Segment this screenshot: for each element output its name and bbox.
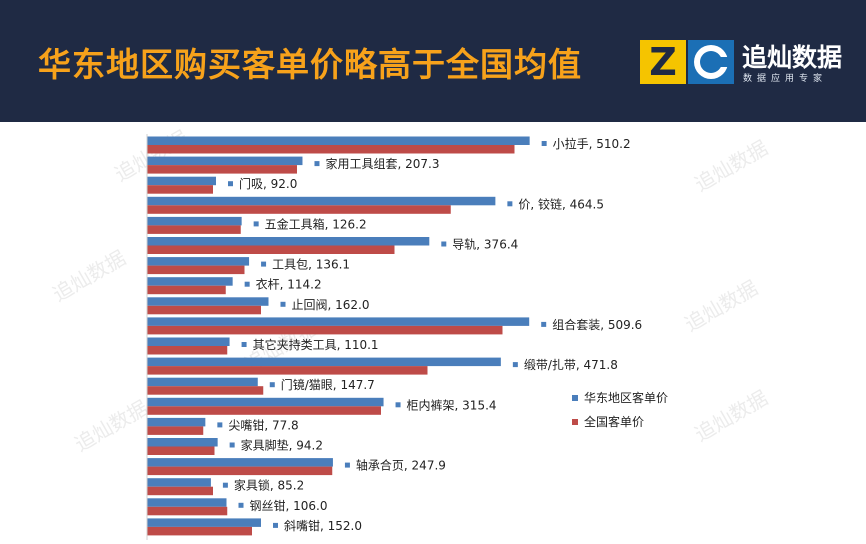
bar-east-china <box>147 498 227 507</box>
bar-east-china <box>147 397 384 407</box>
data-label: 止回阀, 162.0 <box>292 298 370 312</box>
bar-east-china <box>147 518 261 527</box>
bar-east-china <box>147 438 218 447</box>
data-label: 门镜/猫眼, 147.7 <box>281 377 375 392</box>
bar-east-china <box>147 297 269 306</box>
chart-area: 追灿数据 追灿数据 追灿数据 追灿数据 追灿数据 追灿数据 追灿数据 小拉手, 510.2 家用… <box>0 122 866 544</box>
bar-national <box>147 325 503 335</box>
data-label: 斜嘴钳, 152.0 <box>284 519 362 533</box>
bar-east-china <box>147 478 211 487</box>
label-marker <box>344 462 350 468</box>
data-label: 柜内裤架, 315.4 <box>407 398 497 412</box>
bar-national <box>147 406 381 415</box>
logo-c-icon <box>688 40 734 84</box>
bar-east-china <box>147 417 206 427</box>
label-marker <box>229 442 235 448</box>
legend-swatch <box>572 395 578 401</box>
bar-national <box>147 305 261 315</box>
data-label: 组合套装, 509.6 <box>552 317 642 332</box>
bar-national <box>147 145 515 154</box>
data-label: 五金工具箱, 126.2 <box>265 216 367 231</box>
watermark-text: 追灿数据 <box>681 276 762 337</box>
bar-national <box>147 165 297 174</box>
label-marker <box>280 301 286 307</box>
data-label: 尖嘴钳, 77.8 <box>228 418 298 432</box>
bar-east-china <box>147 176 216 186</box>
bar-national <box>147 205 451 214</box>
bar-east-china <box>147 317 530 326</box>
bar-east-china <box>147 257 250 266</box>
label-marker <box>507 201 513 207</box>
label-marker <box>261 261 267 267</box>
bar-national <box>147 466 333 476</box>
watermark-text: 追灿数据 <box>49 246 130 307</box>
bar-national <box>147 225 241 234</box>
data-label: 导轨, 376.4 <box>452 238 518 252</box>
bar-national <box>147 265 245 275</box>
label-marker <box>314 161 320 167</box>
label-marker <box>512 362 518 368</box>
bar-east-china <box>147 196 496 206</box>
bar-east-china <box>147 377 258 387</box>
data-label: 钢丝钳, 106.0 <box>250 499 328 513</box>
data-label: 门吸, 92.0 <box>239 176 297 191</box>
data-label: 价, 铰链, 464.5 <box>518 196 604 211</box>
data-label: 其它夹持类工具, 110.1 <box>253 337 379 352</box>
bar-national <box>147 506 228 516</box>
label-marker <box>395 402 401 408</box>
watermark-text: 追灿数据 <box>691 136 772 197</box>
bar-east-china <box>147 237 430 246</box>
logo-z-mark: Z <box>640 40 686 84</box>
page-title: 华东地区购买客单价略高于全国均值 <box>38 45 582 84</box>
bar-east-china <box>147 337 230 346</box>
data-label: 小拉手, 510.2 <box>553 136 631 151</box>
data-label: 家具脚垫, 94.2 <box>241 438 323 453</box>
label-marker <box>269 382 275 388</box>
bar-national <box>147 526 252 536</box>
data-label: 轴承合页, 247.9 <box>356 458 446 473</box>
bar-east-china <box>147 136 530 145</box>
label-marker <box>228 181 233 187</box>
data-label: 家具锁, 85.2 <box>234 478 304 493</box>
bar-east-china <box>147 277 233 286</box>
bar-east-china <box>147 216 242 226</box>
bar-national <box>147 426 204 435</box>
data-label: 缎带/扎带, 471.8 <box>524 357 618 372</box>
label-marker <box>541 141 547 146</box>
label-marker <box>541 321 547 327</box>
data-label: 家用工具组套, 207.3 <box>325 156 439 171</box>
legend-label: 华东地区客单价 <box>584 390 668 405</box>
watermark-text: 追灿数据 <box>71 396 152 457</box>
bar-national <box>147 185 213 194</box>
data-label: 衣杆, 114.2 <box>256 277 322 292</box>
label-marker <box>217 422 223 428</box>
label-marker <box>244 281 250 287</box>
data-label: 工具包, 136.1 <box>272 258 350 272</box>
bar-national <box>147 346 228 355</box>
label-marker <box>222 482 228 488</box>
bar-national <box>147 386 264 395</box>
label-marker <box>253 221 259 227</box>
label-marker <box>241 342 247 347</box>
watermark-text: 追灿数据 <box>691 386 772 447</box>
brand-name: 追灿数据 <box>742 43 843 72</box>
bar-east-china <box>147 357 501 367</box>
bar-national <box>147 366 428 375</box>
bar-east-china <box>147 156 303 166</box>
label-marker <box>273 522 278 528</box>
legend-label: 全国客单价 <box>584 414 644 429</box>
bar-national <box>147 446 215 455</box>
legend-swatch <box>572 419 578 425</box>
label-marker <box>238 502 244 508</box>
header-banner: 华东地区购买客单价略高于全国均值 Z 追灿数据 数据应用专家 <box>0 0 866 122</box>
brand-tagline: 数据应用专家 <box>743 74 828 84</box>
bar-east-china <box>147 458 333 467</box>
bar-national <box>147 285 226 295</box>
bar-national <box>147 486 213 496</box>
bar-national <box>147 245 395 254</box>
brand-logo: Z 追灿数据 数据应用专家 <box>640 38 864 88</box>
label-marker <box>441 241 447 247</box>
